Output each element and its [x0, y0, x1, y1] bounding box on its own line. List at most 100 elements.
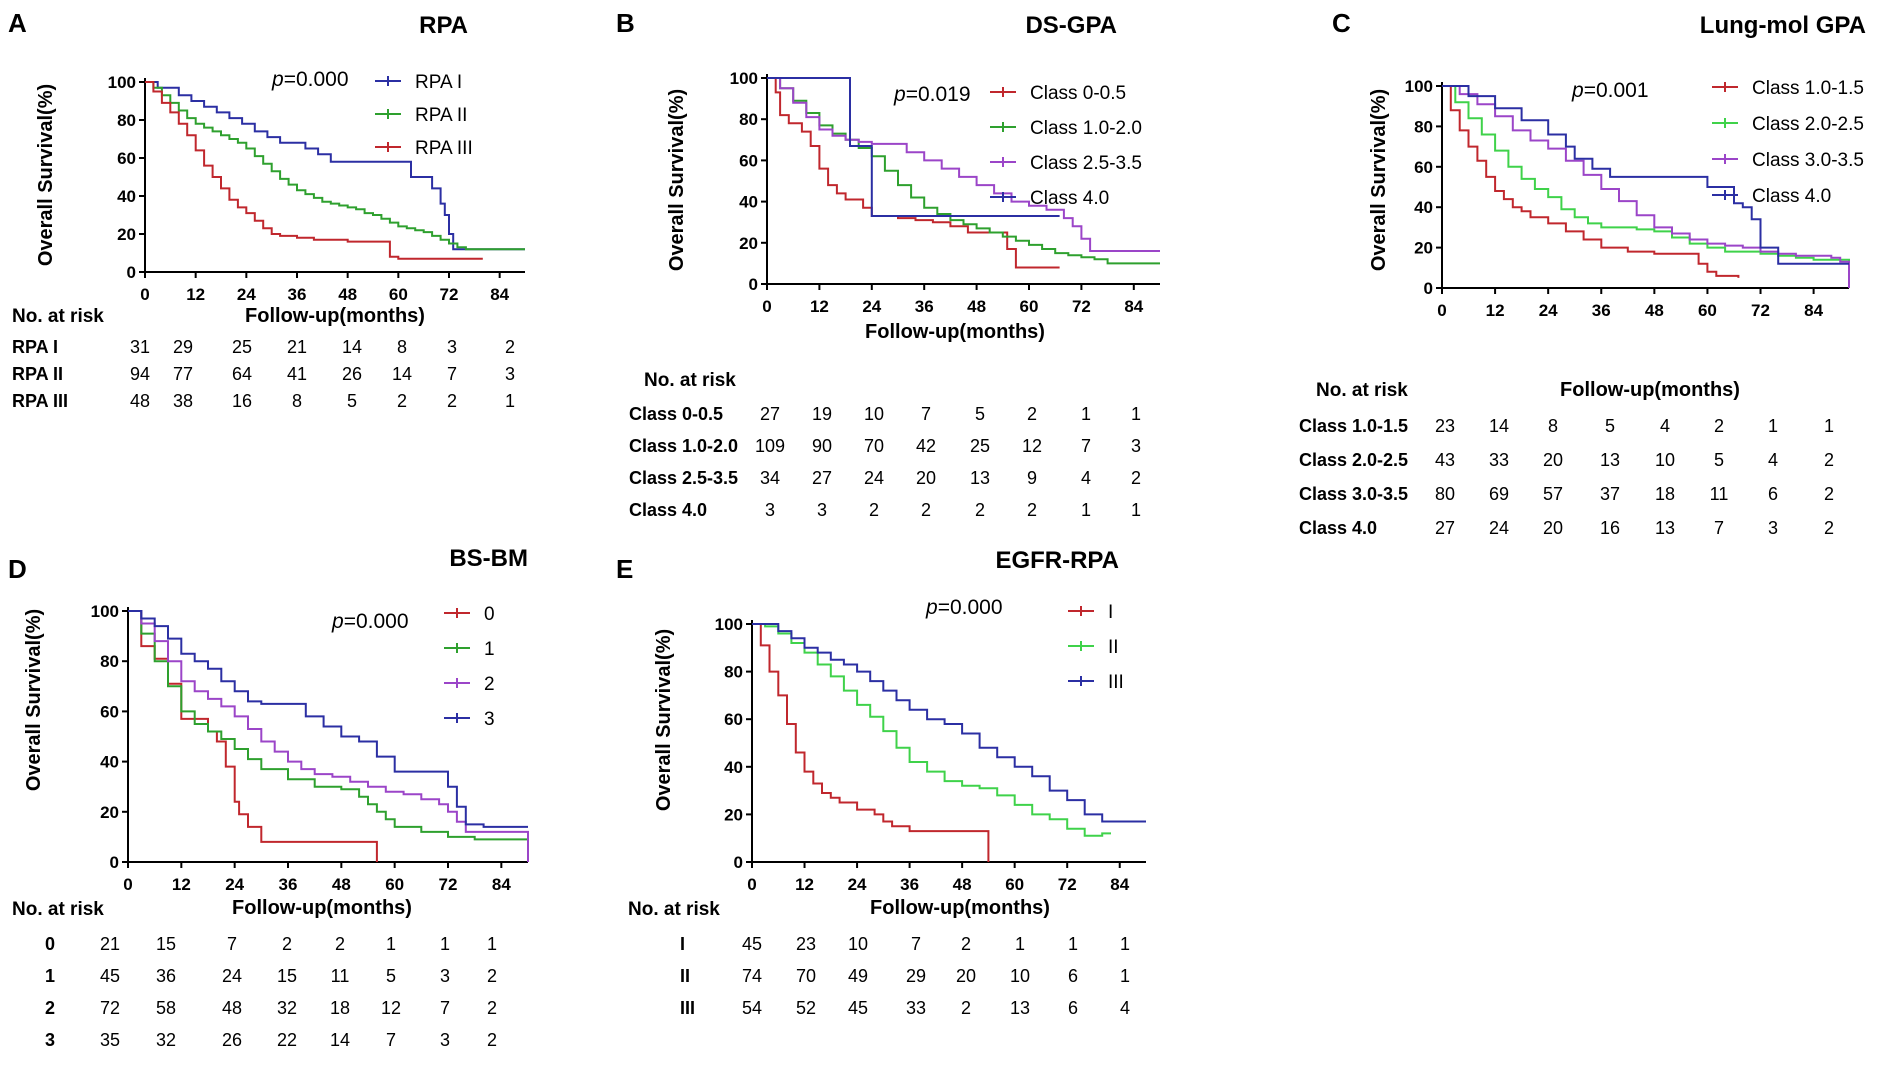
y-tick-label: 0 — [1424, 279, 1433, 298]
x-tick-label: 24 — [862, 297, 881, 316]
risk-row: Class 2.5-3.5 34 27 24 20 13 9 4 2 — [629, 468, 1141, 488]
x-tick-label: 60 — [1005, 875, 1024, 894]
x-tick-label: 24 — [1539, 301, 1558, 320]
risk-row-label: Class 2.0-2.5 — [1299, 450, 1408, 470]
p-value: p=0.000 — [331, 610, 409, 633]
x-axis-label: Follow-up(months) — [865, 321, 1045, 343]
legend-label: Class 0-0.5 — [1030, 83, 1126, 104]
risk-value: 2 — [961, 934, 971, 954]
risk-row-label: RPA III — [12, 391, 68, 411]
risk-value: 14 — [330, 1030, 350, 1050]
risk-value: 2 — [1824, 518, 1834, 538]
risk-value: 4 — [1660, 416, 1670, 436]
risk-value: 5 — [386, 966, 396, 986]
risk-value: 2 — [505, 337, 515, 357]
risk-value: 3 — [817, 500, 827, 520]
risk-value: 2 — [487, 966, 497, 986]
risk-row: I 45 23 10 7 2 1 1 1 — [680, 934, 1130, 954]
survival-curve-2 — [752, 623, 1111, 837]
risk-value: 3 — [447, 337, 457, 357]
risk-table-header: No. at risk — [628, 899, 720, 920]
risk-value: 16 — [1600, 518, 1620, 538]
risk-value: 13 — [970, 468, 990, 488]
y-tick-label: 20 — [739, 234, 758, 253]
y-tick-label: 60 — [739, 151, 758, 170]
risk-value: 7 — [911, 934, 921, 954]
y-tick-label: 100 — [730, 69, 758, 88]
y-axis-label: Overall Survival(%) — [35, 84, 57, 266]
risk-value: 1 — [1081, 404, 1091, 424]
p-value: p=0.019 — [893, 83, 971, 106]
risk-row: 1 45 36 24 15 11 5 3 2 — [45, 966, 497, 986]
legend-label: 3 — [484, 709, 495, 730]
risk-value: 33 — [906, 998, 926, 1018]
risk-value: 2 — [975, 500, 985, 520]
panel-label: A — [8, 8, 27, 38]
y-axis-label: Overall Survival(%) — [1368, 89, 1390, 271]
risk-value: 5 — [1714, 450, 1724, 470]
risk-value: 6 — [1768, 484, 1778, 504]
x-tick-label: 24 — [237, 285, 256, 304]
risk-value: 64 — [232, 364, 252, 384]
risk-value: 80 — [1435, 484, 1455, 504]
y-tick-label: 60 — [724, 710, 743, 729]
y-tick-label: 80 — [1414, 117, 1433, 136]
y-tick-label: 60 — [100, 702, 119, 721]
risk-value: 3 — [505, 364, 515, 384]
panel-title: Lung-mol GPA — [1700, 12, 1866, 39]
y-tick-label: 40 — [1414, 198, 1433, 217]
risk-value: 10 — [848, 934, 868, 954]
risk-value: 34 — [760, 468, 780, 488]
x-tick-label: 84 — [490, 285, 509, 304]
risk-value: 2 — [487, 1030, 497, 1050]
legend-label: II — [1108, 637, 1119, 658]
risk-table-header: No. at risk — [12, 306, 104, 327]
survival-curve-2 — [1442, 85, 1850, 262]
risk-value: 49 — [848, 966, 868, 986]
risk-row: II 74 70 49 29 20 10 6 1 — [680, 966, 1130, 986]
legend-label: RPA I — [415, 72, 462, 93]
y-axis-label: Overall Survival(%) — [23, 609, 45, 791]
y-axis-label: Overall Survival(%) — [653, 629, 675, 811]
p-symbol: p — [1571, 79, 1584, 102]
risk-value: 29 — [173, 337, 193, 357]
risk-value: 7 — [440, 998, 450, 1018]
x-tick-label: 48 — [1645, 301, 1664, 320]
x-tick-label: 0 — [140, 285, 149, 304]
risk-value: 24 — [1489, 518, 1509, 538]
risk-value: 4 — [1081, 468, 1091, 488]
risk-value: 26 — [222, 1030, 242, 1050]
risk-row-label: I — [680, 934, 685, 954]
risk-value: 72 — [100, 998, 120, 1018]
legend-label: 2 — [484, 674, 495, 695]
risk-value: 24 — [222, 966, 242, 986]
y-tick-label: 0 — [749, 275, 758, 294]
p-number: =0.001 — [1584, 79, 1649, 102]
risk-value: 2 — [961, 998, 971, 1018]
risk-row: Class 1.0-2.0 109 90 70 42 25 12 7 3 — [629, 436, 1141, 456]
y-tick-label: 0 — [110, 853, 119, 872]
p-symbol: p — [893, 83, 906, 106]
x-tick-label: 72 — [1058, 875, 1077, 894]
risk-value: 13 — [1655, 518, 1675, 538]
y-tick-label: 0 — [127, 263, 136, 282]
x-tick-label: 36 — [915, 297, 934, 316]
y-tick-label: 40 — [739, 193, 758, 212]
risk-value: 16 — [232, 391, 252, 411]
x-tick-label: 36 — [288, 285, 307, 304]
risk-value: 20 — [1543, 518, 1563, 538]
risk-row: RPA II 94 77 64 41 26 14 7 3 — [12, 364, 515, 384]
y-tick-label: 40 — [100, 753, 119, 772]
panel-label: C — [1332, 8, 1351, 38]
y-tick-label: 20 — [100, 803, 119, 822]
risk-value: 15 — [277, 966, 297, 986]
x-tick-label: 0 — [762, 297, 771, 316]
risk-row-label: 0 — [45, 934, 55, 954]
risk-value: 22 — [277, 1030, 297, 1050]
legend-label: Class 4.0 — [1030, 188, 1109, 209]
risk-row-label: Class 4.0 — [1299, 518, 1377, 538]
